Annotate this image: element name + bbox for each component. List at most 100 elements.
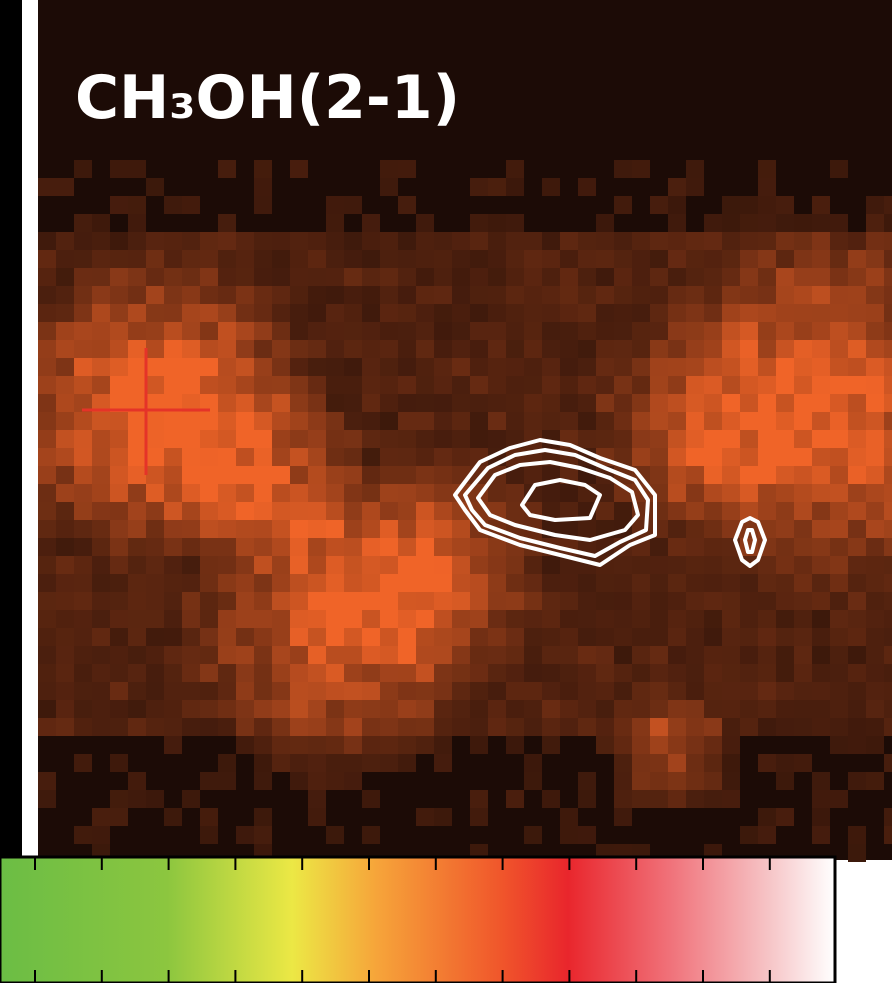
map-pixel: [830, 286, 848, 304]
map-pixel: [326, 610, 344, 628]
map-pixel: [542, 340, 560, 358]
map-pixel: [128, 268, 146, 286]
map-pixel: [848, 736, 866, 754]
map-pixel: [830, 556, 848, 574]
map-pixel: [110, 376, 128, 394]
map-pixel: [524, 574, 542, 592]
map-pixel: [650, 664, 668, 682]
map-pixel: [578, 286, 596, 304]
map-pixel: [848, 250, 866, 268]
map-pixel: [668, 412, 686, 430]
map-pixel: [236, 340, 254, 358]
map-pixel: [236, 394, 254, 412]
map-pixel: [884, 340, 892, 358]
map-pixel: [542, 484, 560, 502]
map-pixel: [740, 376, 758, 394]
map-pixel: [92, 250, 110, 268]
map-pixel: [884, 430, 892, 448]
map-pixel: [470, 664, 488, 682]
map-pixel: [542, 718, 560, 736]
map-pixel: [794, 754, 812, 772]
map-pixel: [866, 232, 884, 250]
map-pixel: [362, 682, 380, 700]
map-pixel: [218, 502, 236, 520]
map-pixel: [146, 718, 164, 736]
map-pixel: [128, 214, 146, 232]
left-bar: [0, 0, 22, 860]
map-pixel: [182, 592, 200, 610]
map-pixel: [398, 556, 416, 574]
map-pixel: [488, 556, 506, 574]
map-pixel: [74, 718, 92, 736]
map-pixel: [470, 430, 488, 448]
map-pixel: [344, 538, 362, 556]
map-pixel: [506, 556, 524, 574]
map-pixel: [542, 574, 560, 592]
map-pixel: [290, 466, 308, 484]
map-pixel: [686, 790, 704, 808]
map-pixel: [128, 286, 146, 304]
map-pixel: [794, 340, 812, 358]
map-pixel: [794, 394, 812, 412]
map-pixel: [74, 682, 92, 700]
map-pixel: [686, 754, 704, 772]
map-pixel: [326, 394, 344, 412]
map-pixel: [56, 178, 74, 196]
map-pixel: [452, 340, 470, 358]
map-pixel: [668, 340, 686, 358]
map-pixel: [884, 808, 892, 826]
map-pixel: [542, 736, 560, 754]
map-pixel: [200, 826, 218, 844]
map-pixel: [578, 718, 596, 736]
map-pixel: [794, 358, 812, 376]
map-pixel: [92, 466, 110, 484]
map-pixel: [272, 412, 290, 430]
map-pixel: [164, 340, 182, 358]
map-pixel: [686, 520, 704, 538]
map-pixel: [704, 610, 722, 628]
map-pixel: [38, 394, 56, 412]
map-pixel: [596, 340, 614, 358]
map-pixel: [74, 700, 92, 718]
map-pixel: [704, 538, 722, 556]
map-pixel: [218, 304, 236, 322]
map-pixel: [128, 772, 146, 790]
map-pixel: [722, 196, 740, 214]
map-pixel: [434, 250, 452, 268]
map-pixel: [272, 646, 290, 664]
map-pixel: [128, 412, 146, 430]
map-pixel: [416, 232, 434, 250]
map-pixel: [722, 358, 740, 376]
map-pixel: [164, 268, 182, 286]
map-pixel: [218, 268, 236, 286]
map-pixel: [164, 286, 182, 304]
map-pixel: [146, 556, 164, 574]
map-pixel: [380, 304, 398, 322]
map-pixel: [218, 610, 236, 628]
map-pixel: [308, 736, 326, 754]
map-pixel: [722, 646, 740, 664]
map-pixel: [614, 322, 632, 340]
map-pixel: [110, 430, 128, 448]
map-pixel: [704, 664, 722, 682]
map-pixel: [506, 574, 524, 592]
map-pixel: [380, 700, 398, 718]
map-pixel: [56, 430, 74, 448]
map-pixel: [884, 718, 892, 736]
map-pixel: [416, 376, 434, 394]
map-pixel: [290, 358, 308, 376]
map-pixel: [164, 502, 182, 520]
map-pixel: [794, 250, 812, 268]
map-pixel: [560, 232, 578, 250]
map-pixel: [686, 430, 704, 448]
map-pixel: [740, 412, 758, 430]
map-pixel: [362, 700, 380, 718]
map-pixel: [794, 556, 812, 574]
map-pixel: [182, 286, 200, 304]
map-pixel: [326, 340, 344, 358]
map-pixel: [542, 178, 560, 196]
map-pixel: [146, 790, 164, 808]
map-pixel: [416, 808, 434, 826]
map-pixel: [722, 718, 740, 736]
map-pixel: [776, 286, 794, 304]
